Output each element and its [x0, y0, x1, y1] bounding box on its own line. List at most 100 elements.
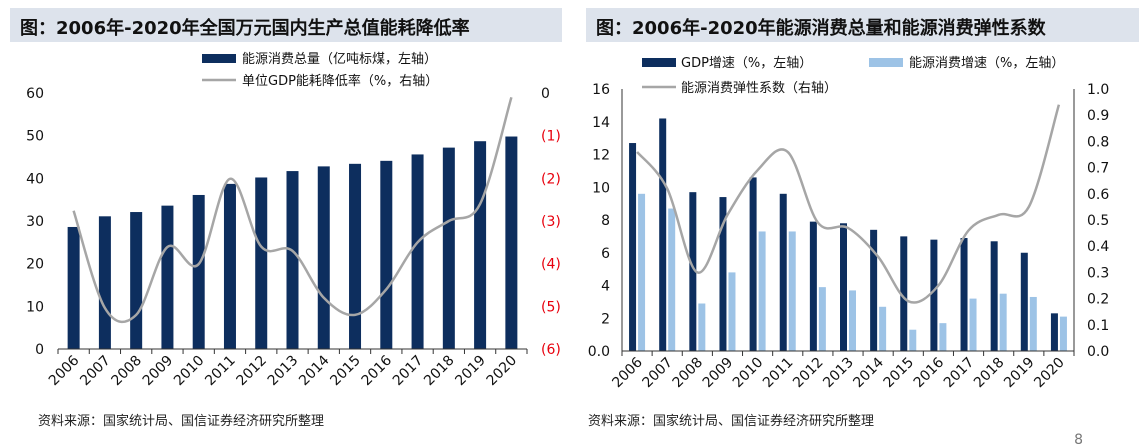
x-axis-category-label: 2015 — [881, 355, 918, 392]
bar-energy-growth — [638, 193, 646, 351]
left-axis-tick-label: 16 — [592, 82, 610, 98]
line-elasticity — [636, 104, 1061, 304]
x-axis-category-label: 2012 — [790, 355, 827, 392]
bar-energy-growth — [728, 272, 736, 351]
x-axis-category-label: 2016 — [911, 354, 948, 391]
x-axis-category-label: 2019 — [452, 353, 489, 390]
right-axis-tick-label: 0.8 — [1087, 134, 1109, 150]
bar-energy-growth — [1029, 296, 1037, 351]
bar-gdp-growth — [1050, 313, 1058, 351]
bar-energy-growth — [879, 306, 887, 351]
right-axis-tick-label: 0.3 — [1087, 265, 1109, 281]
left-chart-panel: 图：2006年-2020年全国万元国内生产总值能耗降低率 能源消费总量（亿吨标煤… — [0, 0, 568, 448]
left-axis-tick-label: 40 — [26, 171, 44, 187]
left-chart-svg: 能源消费总量（亿吨标煤，左轴） 单位GDP能耗降低率（%，右轴） 0 10 20 30 40… — [26, 52, 561, 390]
left-axis-tick-label: 6 — [601, 246, 610, 262]
legend-label-intensity-drop: 单位GDP能耗降低率（%，右轴） — [242, 73, 438, 89]
bar-gdp-growth — [749, 177, 757, 351]
x-axis-category-label: 2007 — [77, 353, 114, 390]
legend-label-energy-total: 能源消费总量（亿吨标煤，左轴） — [242, 52, 437, 67]
bar-gdp-growth — [659, 118, 667, 351]
bar-energy-total — [161, 205, 174, 349]
legend-swatch-energy-growth — [869, 58, 903, 67]
bar-energy-total — [130, 212, 143, 349]
x-axis-category-label: 2011 — [202, 353, 239, 390]
right-axis-tick-label: 0.4 — [1087, 239, 1109, 255]
legend-swatch-energy-total — [202, 54, 236, 63]
bar-energy-total — [411, 154, 424, 349]
bar-energy-growth — [758, 231, 766, 351]
right-axis-tick-label: (1) — [541, 129, 561, 145]
right-axis-tick-label: (2) — [541, 171, 561, 187]
bar-energy-total — [192, 194, 205, 349]
bar-gdp-growth — [870, 229, 878, 351]
bar-energy-growth — [849, 290, 856, 351]
x-axis-category-label: 2017 — [941, 355, 978, 392]
bar-energy-total — [67, 226, 80, 349]
left-axis-tick-label: 60 — [26, 86, 44, 102]
bar-energy-growth — [969, 298, 977, 351]
right-axis-tick-label: 0.1 — [1087, 318, 1109, 334]
bar-gdp-growth — [719, 197, 727, 351]
left-chart-title-bar: 图：2006年-2020年全国万元国内生产总值能耗降低率 — [10, 8, 562, 42]
left-axis-tick-label: 0.0 — [588, 344, 610, 360]
bar-energy-growth — [1059, 316, 1067, 351]
bar-energy-total — [98, 216, 111, 349]
bar-energy-growth — [788, 231, 796, 351]
bar-energy-growth — [698, 303, 706, 351]
bar-energy-total — [317, 166, 330, 349]
x-axis-category-label: 2011 — [760, 355, 797, 392]
right-axis-tick-label: 0.6 — [1087, 187, 1109, 203]
right-axis-tick-label: 0.2 — [1087, 292, 1109, 308]
right-axis-tick-label: 0.0 — [1087, 344, 1109, 360]
right-axis-tick-label: (6) — [541, 342, 561, 358]
right-axis-tick-label: 1.0 — [1087, 82, 1109, 98]
right-chart-source: 资料来源：国家统计局、国信证券经济研究所整理 — [588, 414, 875, 429]
bar-energy-total — [286, 171, 299, 349]
right-chart-title: 图：2006年-2020年能源消费总量和能源消费弹性系数 — [596, 18, 1046, 39]
x-axis-category-label: 2006 — [46, 352, 83, 389]
x-axis-category-label: 2018 — [421, 353, 458, 390]
x-axis-category-label: 2007 — [640, 355, 677, 392]
bar-energy-growth — [939, 323, 947, 351]
x-axis-category-label: 2010 — [730, 355, 767, 392]
bar-energy-total — [474, 141, 487, 349]
right-axis-tick-label: (4) — [541, 257, 561, 273]
x-axis-category-label: 2006 — [609, 354, 646, 391]
bar-gdp-growth — [990, 241, 998, 351]
x-axis-category-label: 2015 — [327, 353, 364, 390]
left-axis-tick-label: 2 — [601, 311, 610, 327]
bar-energy-growth — [999, 293, 1007, 351]
right-axis-tick-label: 0 — [541, 86, 550, 102]
bar-gdp-growth — [779, 193, 787, 351]
bar-energy-growth — [909, 329, 917, 351]
x-axis-category-label: 2016 — [359, 352, 396, 389]
bar-energy-growth — [668, 208, 676, 351]
right-chart-title-bar: 图：2006年-2020年能源消费总量和能源消费弹性系数 — [586, 8, 1139, 42]
right-chart-svg: GDP增速（%，左轴） 能源消费增速（%，左轴） 能源消费弹性系数（右轴） 0.0 2 4… — [588, 56, 1110, 392]
legend-label-gdp-growth: GDP增速（%，左轴） — [681, 56, 812, 71]
right-chart-panel: 图：2006年-2020年能源消费总量和能源消费弹性系数 GDP增速（%，左轴）… — [576, 0, 1145, 448]
x-axis-category-label: 2008 — [108, 353, 145, 390]
bar-gdp-growth — [930, 239, 938, 351]
bar-energy-total — [442, 147, 455, 349]
left-axis-tick-label: 10 — [592, 180, 610, 196]
left-axis-tick-label: 10 — [26, 299, 44, 315]
bar-gdp-growth — [1020, 252, 1028, 351]
x-axis-category-label: 2017 — [390, 353, 427, 390]
left-axis-tick-label: 14 — [592, 115, 610, 131]
right-axis-tick-label: (3) — [541, 214, 561, 230]
legend-label-elasticity: 能源消费弹性系数（右轴） — [681, 81, 837, 96]
left-axis-tick-label: 50 — [26, 129, 44, 145]
left-axis-tick-label: 30 — [26, 214, 44, 230]
bar-gdp-growth — [840, 223, 847, 351]
right-axis-tick-label: (5) — [541, 299, 561, 315]
legend-label-energy-growth: 能源消费增速（%，左轴） — [909, 56, 1064, 71]
x-axis-category-label: 2013 — [820, 355, 857, 392]
bar-energy-total — [255, 177, 268, 349]
bar-energy-total — [223, 183, 236, 349]
x-axis-category-label: 2018 — [971, 355, 1008, 392]
x-axis-category-label: 2009 — [140, 353, 177, 390]
x-axis-category-label: 2014 — [296, 352, 333, 389]
page-number: 8 — [1074, 432, 1083, 448]
